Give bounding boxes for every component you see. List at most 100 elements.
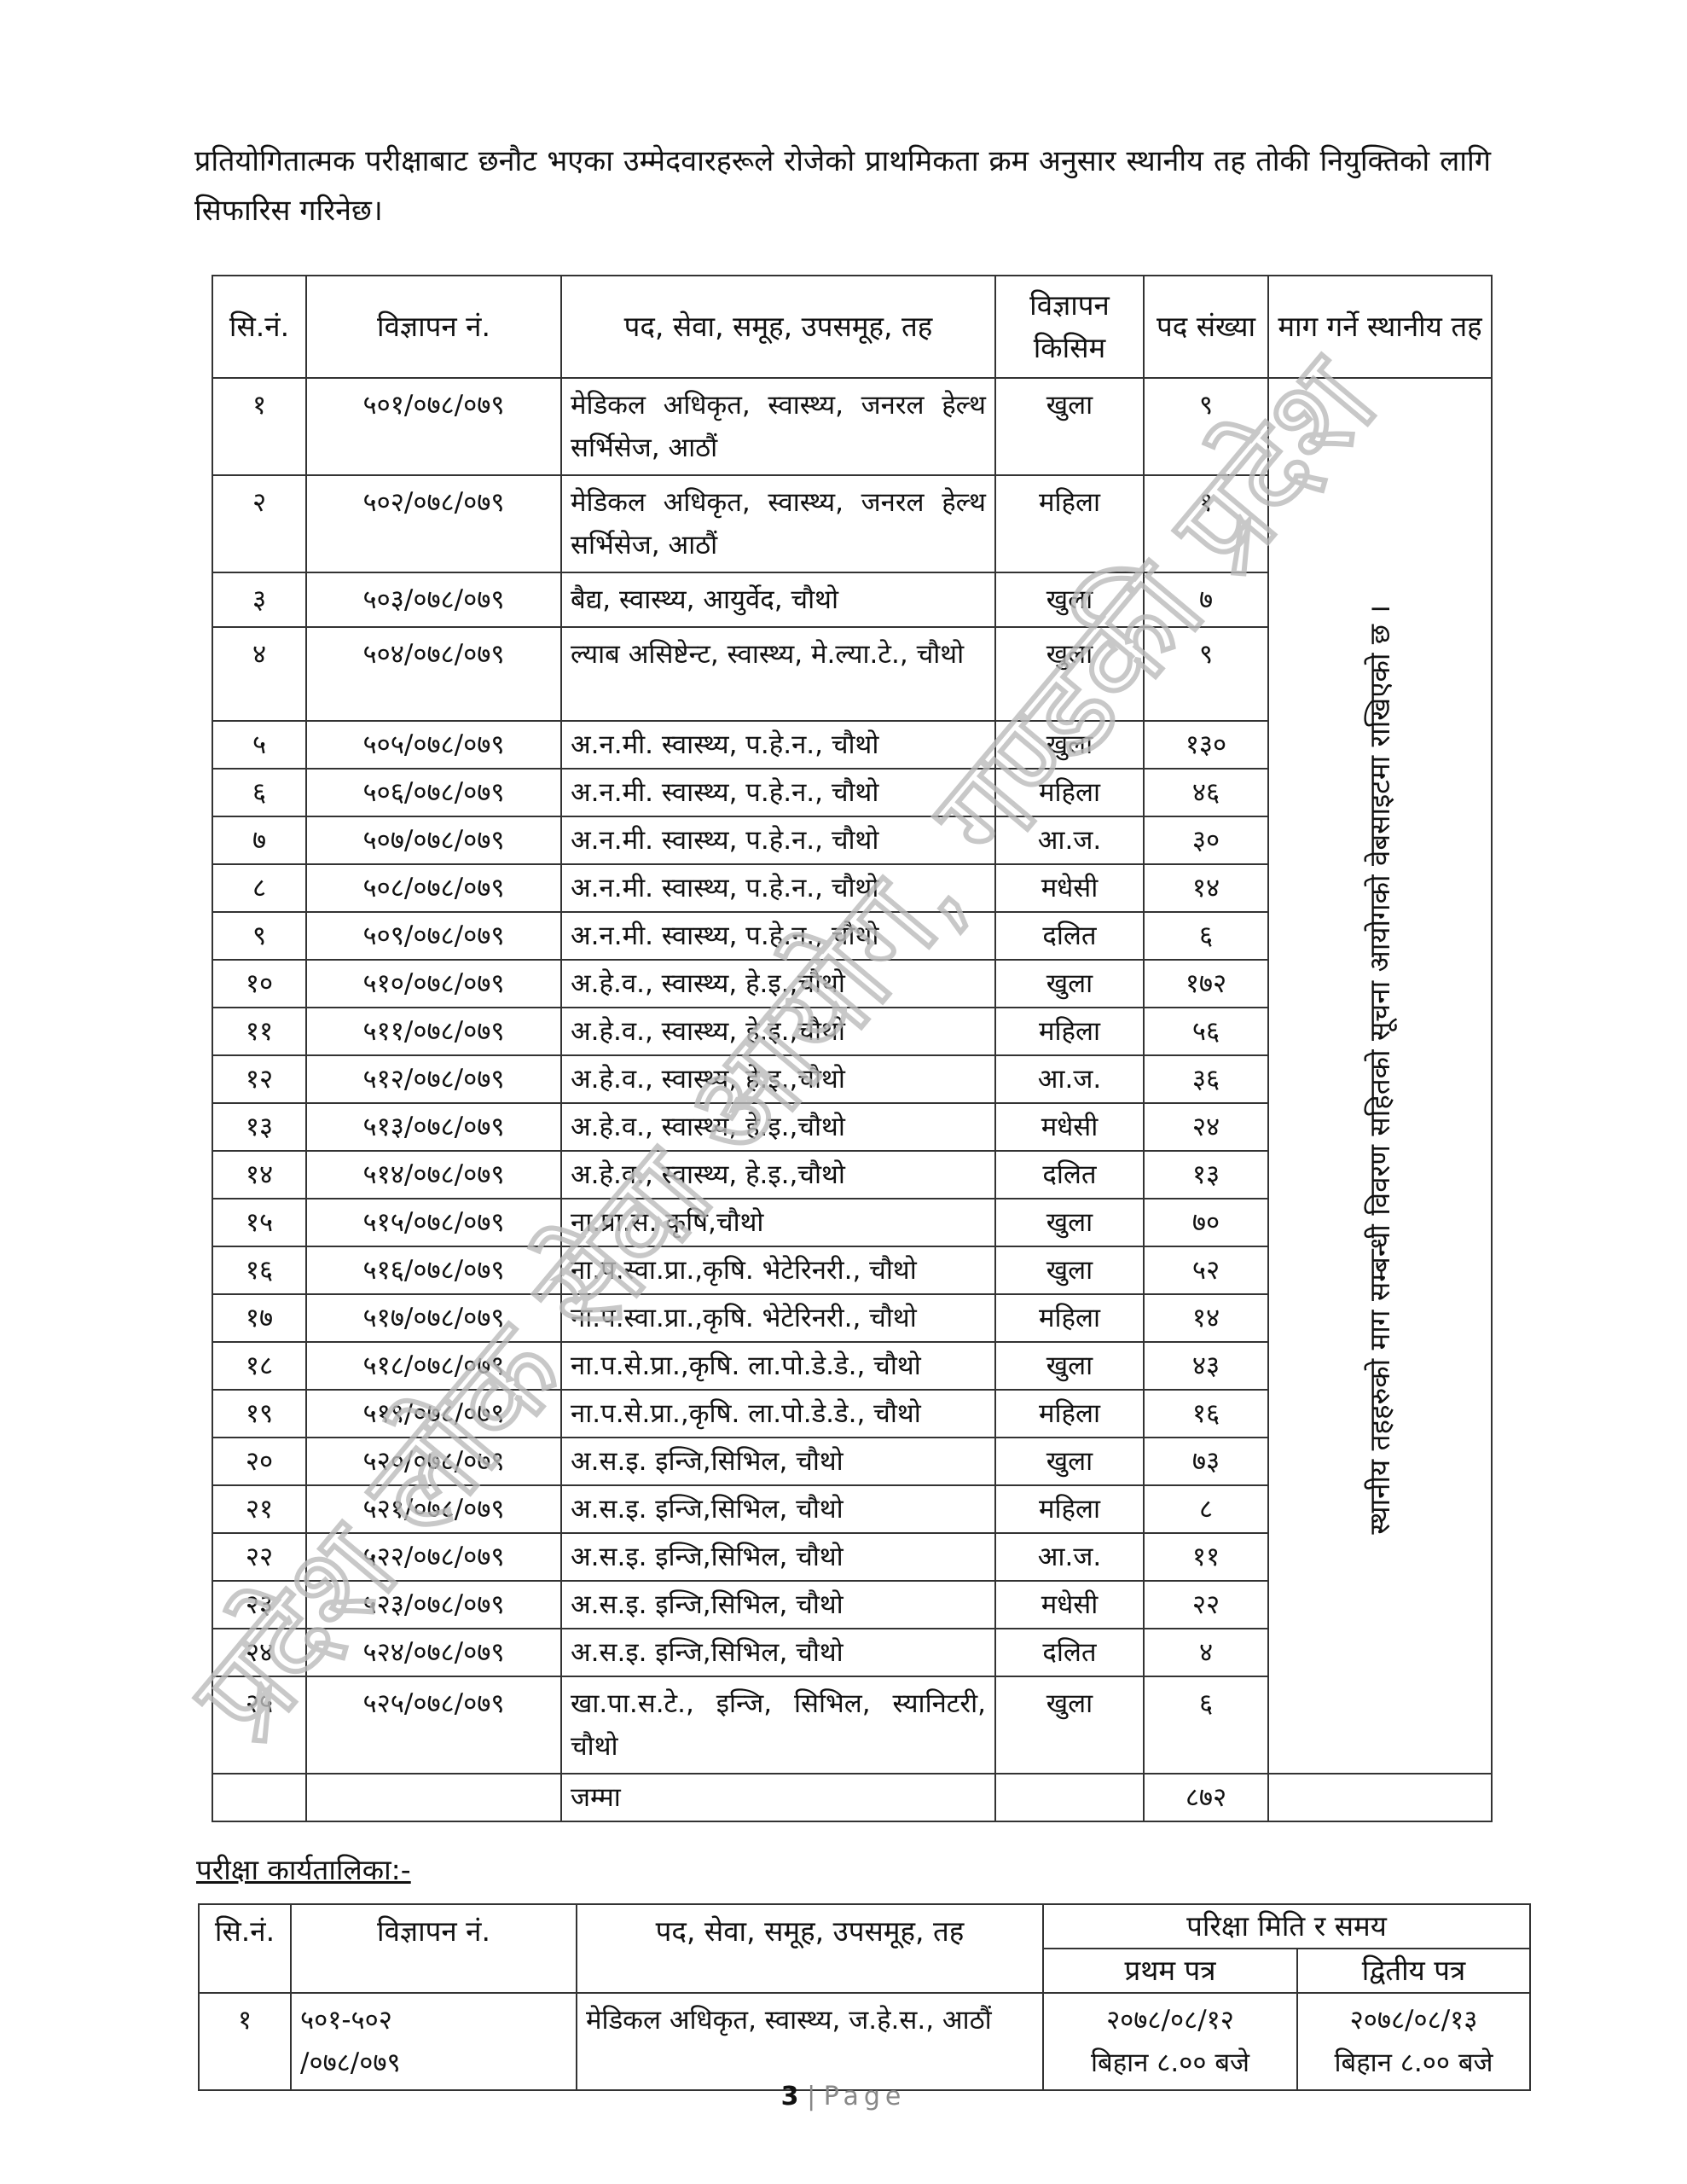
table-row: २ ५०२/०७८/०७९ मेडिकल अधिकृत, स्वास्थ्य, जन… (212, 474, 1492, 573)
cell-adv-type: खुला (994, 959, 1145, 1008)
table-row: १ ५०१/०७८/०७९ मेडिकल अधिकृत, स्वास्थ्य, जन… (212, 377, 1493, 1774)
cell-adv-type: महिला (994, 1293, 1145, 1343)
page-label: Page (823, 2082, 907, 2111)
cell-sn: २० (212, 1437, 307, 1486)
cell-adv-no: ५०६/०७८/०७९ (305, 768, 562, 817)
cell-adv-type: खुला (994, 626, 1145, 722)
cell-adv-type: खुला (994, 1437, 1145, 1486)
cell-adv-no: ५०३/०७८/०७९ (305, 572, 562, 628)
cell-post: मेडिकल अधिकृत, स्वास्थ्य, जनरल हेल्थ सर्… (560, 377, 996, 476)
table-row: १३ ५१३/०७८/०७९ अ.हे.व., स्वास्थ्य, हे.इ.,च… (212, 1102, 1492, 1152)
cell-adv-no: ५०४/०७८/०७९ (305, 626, 562, 722)
table-row: ९ ५०९/०७८/०७९ अ.न.मी. स्वास्थ्य, प.हे.न., … (212, 911, 1492, 961)
cell-post-count: ११ (1143, 1532, 1269, 1582)
cell-post-count: ४ (1143, 1628, 1269, 1677)
cell-post: मेडिकल अधिकृत, स्वास्थ्य, जनरल हेल्थ सर्… (560, 474, 996, 573)
cell-adv-no: ५१९/०७८/०७९ (305, 1389, 562, 1438)
cell-post: अ.स.इ. इन्जि,सिभिल, चौथो (560, 1580, 996, 1629)
cell-post: अ.हे.व., स्वास्थ्य, हे.इ.,चौथो (560, 1054, 996, 1104)
total-value: ८७२ (1143, 1773, 1269, 1822)
cell-adv-no: ५१२/०७८/०७९ (305, 1054, 562, 1104)
cell-post-count: ५६ (1143, 1007, 1269, 1056)
table-row: ६ ५०६/०७८/०७९ अ.न.मी. स्वास्थ्य, प.हे.न., … (212, 768, 1492, 817)
total-row: जम्मा ८७२ (212, 1773, 1493, 1822)
header-sn: सि.नं. (212, 275, 307, 379)
cell-adv-type: खुला (994, 572, 1145, 628)
cell-adv-no: ५१४/०७८/०७९ (305, 1150, 562, 1199)
cell-adv-no: ५२४/०७८/०७९ (305, 1628, 562, 1677)
cell-adv-no: ५२३/०७८/०७९ (305, 1580, 562, 1629)
cell-post: अ.न.मी. स्वास्थ्य, प.हे.न., चौथो (560, 720, 996, 770)
cell-post: अ.हे.व., स्वास्थ्य, हे.इ.,चौथो (560, 959, 996, 1008)
cell-post-count: १४ (1143, 863, 1269, 913)
cell-adv-no: ५१७/०७८/०७९ (305, 1293, 562, 1343)
table-row: १६ ५१६/०७८/०७९ ना.प.स्वा.प्रा.,कृषि. भेटेर… (212, 1246, 1492, 1295)
header-post: पद, सेवा, समूह, उपसमूह, तह (560, 275, 996, 379)
table-row: ५ ५०५/०७८/०७९ अ.न.मी. स्वास्थ्य, प.हे.न., … (212, 720, 1492, 770)
cell-adv-no: ५०२/०७८/०७९ (305, 474, 562, 573)
cell-post: खा.पा.स.टे., इन्जि, सिभिल, स्यानिटरी, चौ… (560, 1676, 996, 1774)
empty-cell (994, 1773, 1145, 1822)
cell-post: ना.प्रा.स. कृषि,चौथो (560, 1198, 996, 1247)
cell-post-count: ६ (1143, 1676, 1269, 1774)
cell-adv-type: खुला (994, 720, 1145, 770)
cell-post: ना.प.स्वा.प्रा.,कृषि. भेटेरिनरी., चौथो (560, 1246, 996, 1295)
local-level-note: स्थानीय तहहरुको माग सम्बन्धी विवरण सहितक… (1363, 604, 1396, 1535)
cell-post-count: ५२ (1143, 1246, 1269, 1295)
cell-adv-type: दलित (994, 1150, 1145, 1199)
cell-post-count: ७० (1143, 1198, 1269, 1247)
table-row: १५ ५१५/०७८/०७९ ना.प्रा.स. कृषि,चौथो खुला ७० (212, 1198, 1492, 1247)
sched-header-sn: सि.नं. (198, 1903, 292, 1994)
empty-cell (305, 1773, 562, 1822)
cell-post: अ.स.इ. इन्जि,सिभिल, चौथो (560, 1628, 996, 1677)
cell-adv-type: दलित (994, 1628, 1145, 1677)
table-row: ७ ५०७/०७८/०७९ अ.न.मी. स्वास्थ्य, प.हे.न., … (212, 816, 1492, 865)
cell-sn: १० (212, 959, 307, 1008)
cell-sn: १८ (212, 1341, 307, 1391)
sched-post: मेडिकल अधिकृत, स्वास्थ्य, ज.हे.स., आठौं (576, 1992, 1044, 2091)
cell-sn: २४ (212, 1628, 307, 1677)
cell-post: अ.न.मी. स्वास्थ्य, प.हे.न., चौथो (560, 816, 996, 865)
cell-post: ल्याब असिष्टेन्ट, स्वास्थ्य, मे.ल्या.टे.… (560, 626, 996, 722)
sched-header-paper1: प्रथम पत्र (1042, 1948, 1298, 1994)
cell-adv-type: खुला (994, 1198, 1145, 1247)
cell-post: ना.प.से.प्रा.,कृषि. ला.पो.डे.डे., चौथो (560, 1341, 996, 1391)
page-footer: 3 | Page (780, 2082, 907, 2111)
page-number: 3 (780, 2082, 799, 2111)
exam-schedule-table: सि.नं. विज्ञापन नं. पद, सेवा, समूह, उपसम… (198, 1903, 1532, 2091)
table-row: १७ ५१७/०७८/०७९ ना.प.स्वा.प्रा.,कृषि. भेटेर… (212, 1293, 1492, 1343)
cell-adv-no: ५२२/०७८/०७९ (305, 1532, 562, 1582)
cell-post-count: ७ (1143, 572, 1269, 628)
cell-sn: २३ (212, 1580, 307, 1629)
cell-adv-no: ५११/०७८/०७९ (305, 1007, 562, 1056)
sched-adv-no-line2: /०७८/०७९ (300, 2048, 401, 2078)
cell-adv-type: आ.ज. (994, 816, 1145, 865)
cell-adv-no: ५१३/०७८/०७९ (305, 1102, 562, 1152)
cell-sn: ७ (212, 816, 307, 865)
cell-sn: २ (212, 474, 307, 573)
total-label: जम्मा (560, 1773, 996, 1822)
cell-sn: ४ (212, 626, 307, 722)
cell-sn: १३ (212, 1102, 307, 1152)
recommendation-table: सि.नं. विज्ञापन नं. पद, सेवा, समूह, उपसम… (212, 275, 1493, 1822)
cell-post: अ.न.मी. स्वास्थ्य, प.हे.न., चौथो (560, 768, 996, 817)
paper2-time: बिहान ८.०० बजे (1334, 2048, 1493, 2078)
cell-post-count: ९ (1143, 626, 1269, 722)
table-row: १४ ५१४/०७८/०७९ अ.हे.व., स्वास्थ्य, हे.इ.,च… (212, 1150, 1492, 1199)
cell-adv-no: ५१०/०७८/०७९ (305, 959, 562, 1008)
cell-post-count: ४६ (1143, 768, 1269, 817)
cell-sn: २५ (212, 1676, 307, 1774)
paper1-date: २०७८/०८/१२ (1106, 2005, 1234, 2036)
table-row: १ ५०१-५०२/०७८/०७९ मेडिकल अधिकृत, स्वास्थ… (198, 1992, 1532, 2091)
cell-sn: ५ (212, 720, 307, 770)
cell-adv-no: ५०९/०७८/०७९ (305, 911, 562, 961)
paper1-time: बिहान ८.०० बजे (1090, 2048, 1250, 2078)
cell-adv-type: खुला (994, 377, 1145, 476)
cell-post-count: ८ (1143, 1484, 1269, 1534)
cell-post: ना.प.से.प्रा.,कृषि. ला.पो.डे.डे., चौथो (560, 1389, 996, 1438)
cell-adv-type: खुला (994, 1676, 1145, 1774)
cell-sn: ६ (212, 768, 307, 817)
cell-adv-no: ५०७/०७८/०७९ (305, 816, 562, 865)
cell-adv-no: ५२५/०७८/०७९ (305, 1676, 562, 1774)
table-header-row: सि.नं. विज्ञापन नं. पद, सेवा, समूह, उपसम… (212, 275, 1493, 379)
